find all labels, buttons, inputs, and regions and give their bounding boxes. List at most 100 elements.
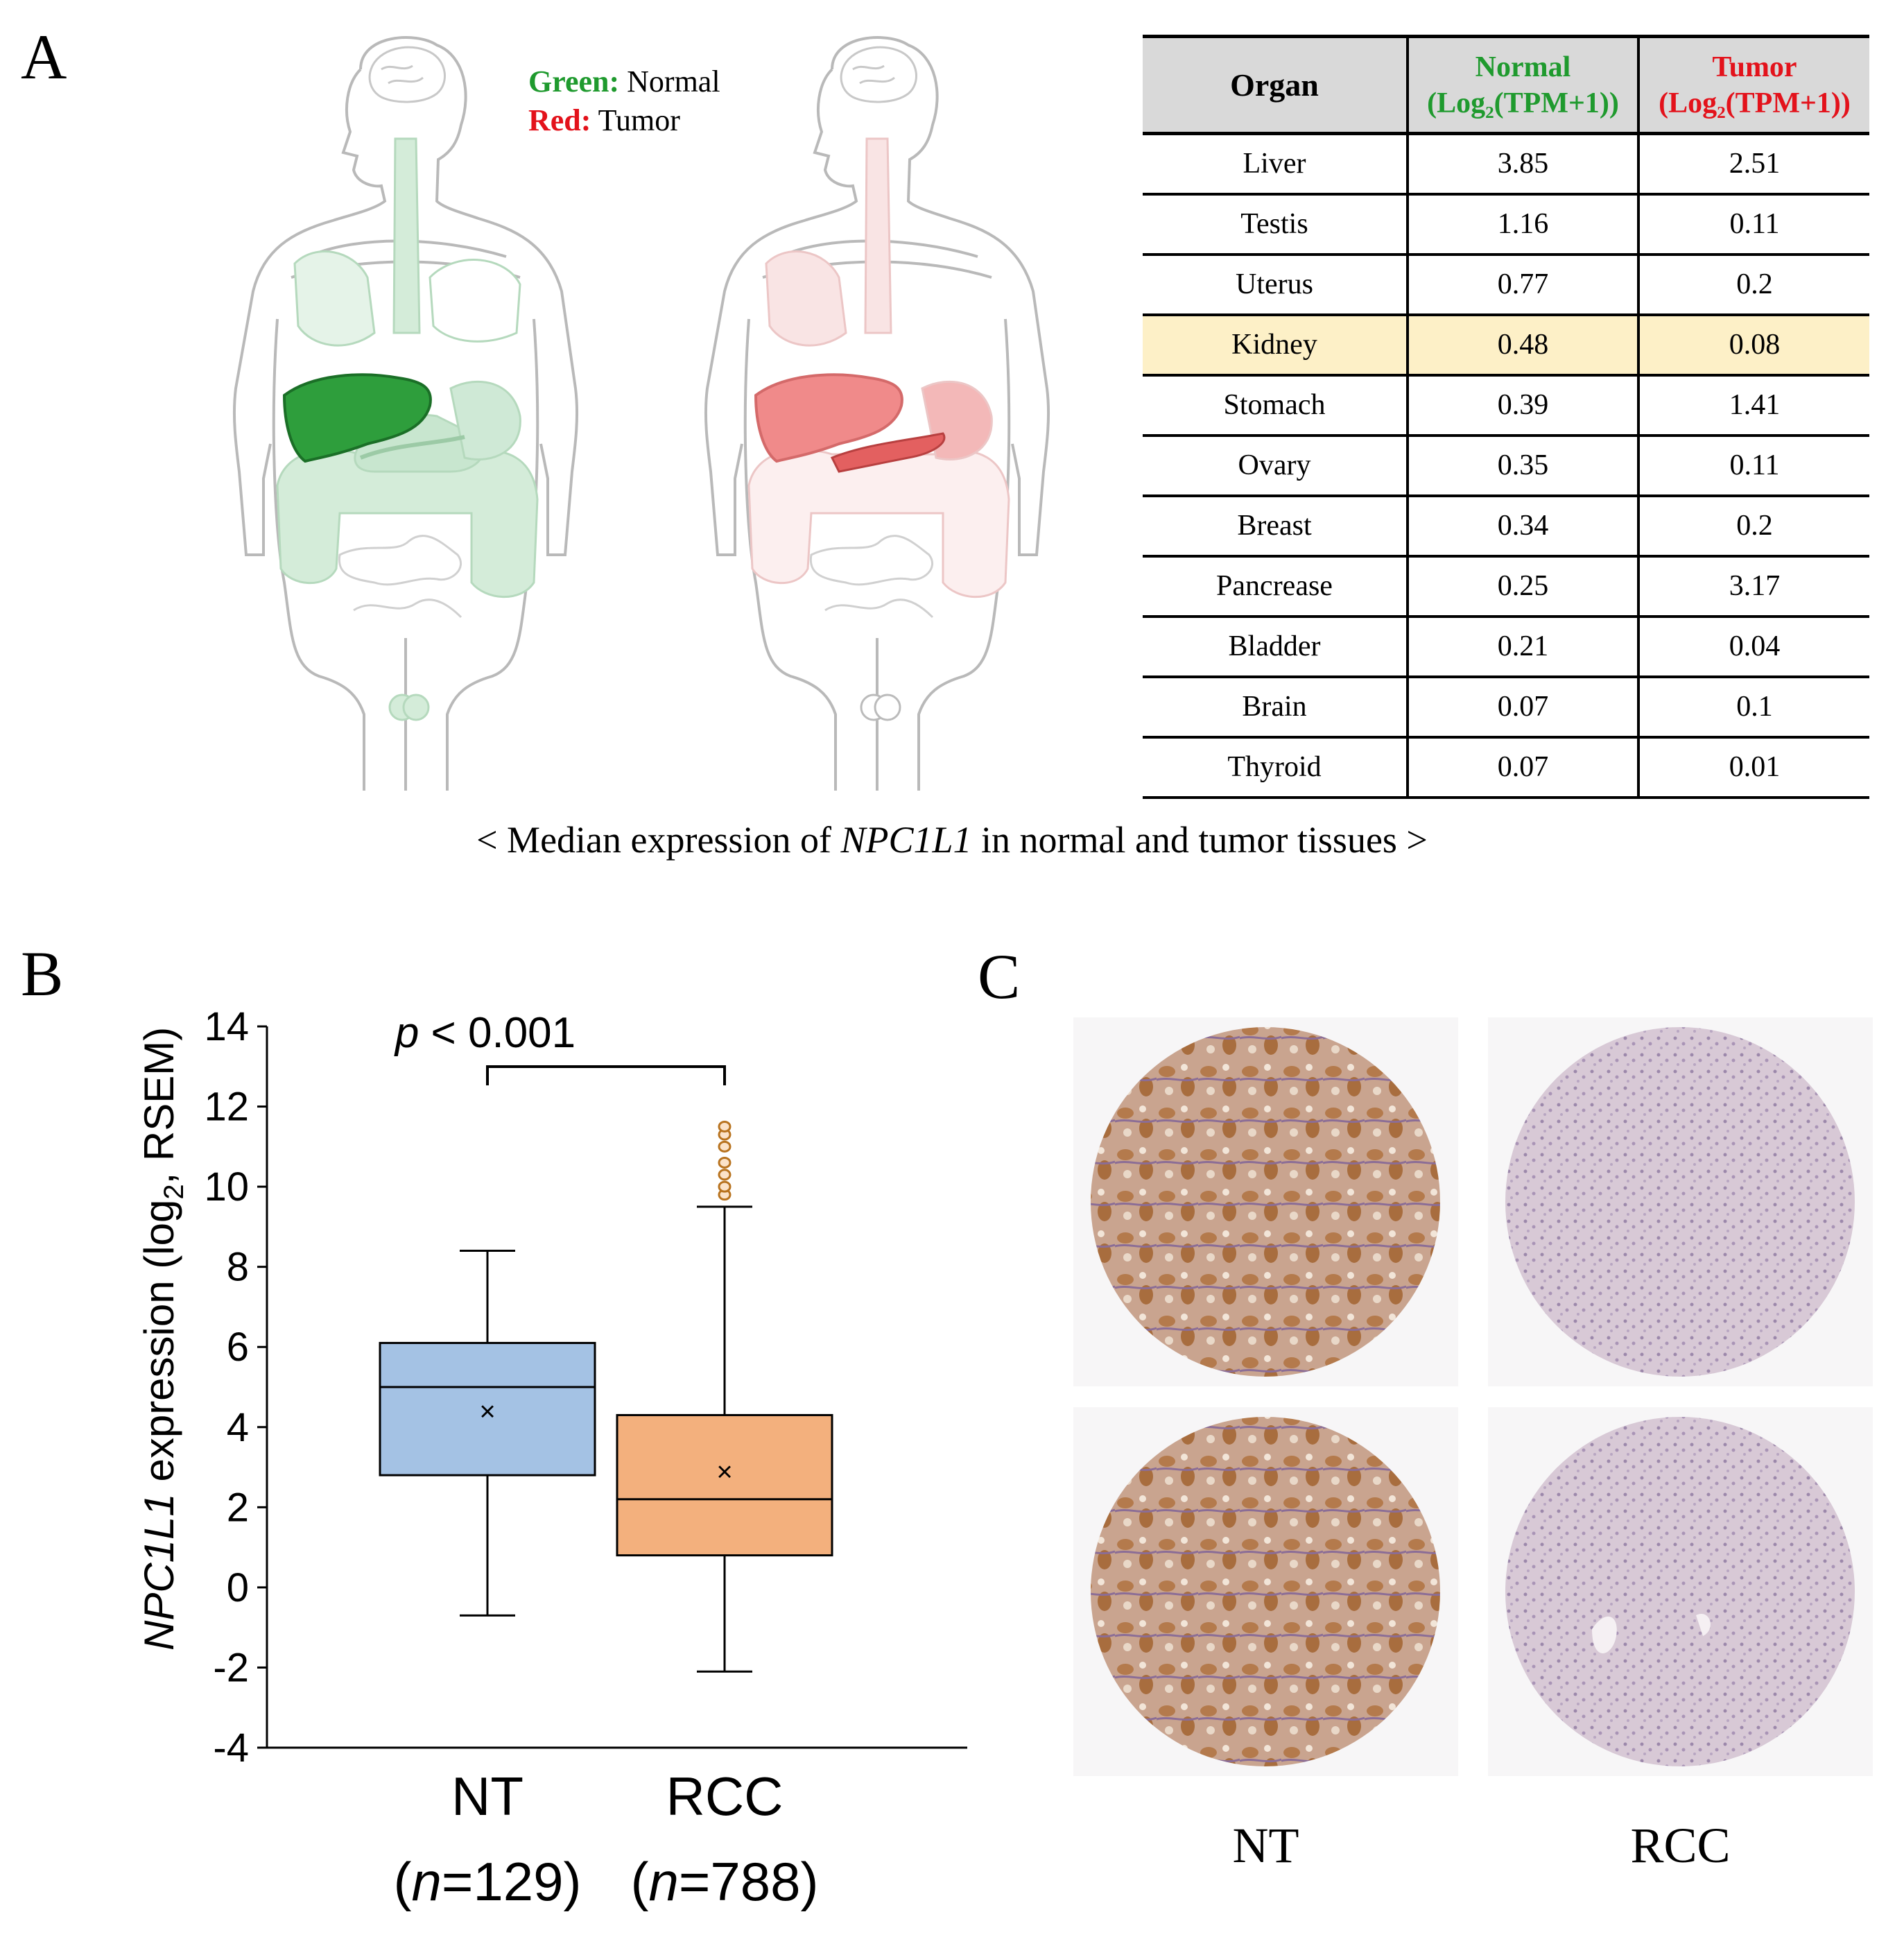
significance-bracket	[486, 1065, 726, 1085]
panel-a-caption: < Median expression of NPC1L1 in normal …	[0, 818, 1904, 861]
rcc-mean-marker: ×	[716, 1456, 732, 1487]
normal-body-illustration	[232, 36, 579, 791]
y-tick-label: 6	[227, 1325, 249, 1370]
nt-mean-marker: ×	[479, 1397, 495, 1427]
cell-tumor: 0.04	[1637, 616, 1869, 678]
cell-normal: 0.35	[1406, 435, 1640, 497]
cell-normal: 0.25	[1406, 556, 1640, 618]
legend-red-text: Tumor	[598, 103, 680, 137]
cell-organ: Kidney	[1143, 314, 1409, 377]
cell-tumor: 1.41	[1637, 375, 1869, 437]
table-row: Uterus 0.77 0.2	[1143, 254, 1869, 316]
category-label-rcc: RCC	[666, 1766, 784, 1827]
legend-green-text: Normal	[627, 64, 720, 98]
table-header-row: Organ Normal (Log₂(TPM+1)) Tumor (Log₂(T…	[1143, 35, 1869, 135]
table-row: Thyroid 0.07 0.01	[1143, 737, 1869, 799]
boxplot-chart: NPC1L1 expression (log2, RSEM) -4-202468…	[136, 1004, 967, 1912]
panel-a-label: A	[21, 21, 67, 92]
legend-normal: Green: Normal	[528, 62, 720, 101]
table-row: Testis 1.16 0.11	[1143, 193, 1869, 256]
cell-tumor: 2.51	[1637, 133, 1869, 196]
y-axis-label: NPC1L1 expression (log2, RSEM)	[136, 1027, 189, 1651]
header-normal-unit: (Log₂(TPM+1))	[1427, 87, 1619, 119]
rcc-outlier	[718, 1180, 732, 1193]
rcc-box	[616, 1413, 833, 1557]
cell-normal: 0.07	[1406, 737, 1640, 799]
y-tick-label: -4	[213, 1725, 249, 1771]
legend-green-label: Green:	[528, 64, 620, 98]
cell-tumor: 0.01	[1637, 737, 1869, 799]
y-axis-label-sub: 2	[159, 1184, 189, 1199]
cell-tumor: 0.2	[1637, 254, 1869, 316]
ihc-rcc-bottom	[1488, 1407, 1873, 1776]
cell-organ: Thyroid	[1143, 737, 1409, 799]
rcc-outlier	[718, 1156, 732, 1169]
sample-size-rcc: (n=788)	[630, 1851, 818, 1912]
cell-normal: 3.85	[1406, 133, 1640, 196]
expression-table: Organ Normal (Log₂(TPM+1)) Tumor (Log₂(T…	[1143, 35, 1869, 799]
significance-value: < 0.001	[419, 1009, 575, 1057]
cell-normal: 0.48	[1406, 314, 1640, 377]
significance-p: p	[394, 1009, 419, 1057]
cell-tumor: 0.11	[1637, 193, 1869, 256]
y-axis-label-text: expression (log	[136, 1200, 182, 1494]
cell-organ: Testis	[1143, 193, 1409, 256]
y-tick-label: 12	[204, 1085, 249, 1130]
ihc-nt-bottom-core	[1091, 1417, 1440, 1766]
header-normal: Normal (Log₂(TPM+1))	[1406, 35, 1640, 135]
header-tumor-unit: (Log₂(TPM+1))	[1659, 87, 1851, 119]
cell-normal: 0.39	[1406, 375, 1640, 437]
table-row: Bladder 0.21 0.04	[1143, 616, 1869, 678]
panel-b-label: B	[21, 938, 64, 1009]
ihc-rcc-bottom-core	[1505, 1417, 1855, 1766]
rcc-outlier	[718, 1120, 732, 1133]
rcc-outlier	[718, 1169, 732, 1181]
cell-tumor: 0.1	[1637, 676, 1869, 739]
cell-organ: Liver	[1143, 133, 1409, 196]
y-axis-label-end: , RSEM)	[136, 1027, 182, 1185]
y-tick-label: 0	[227, 1565, 249, 1610]
header-tumor: Tumor (Log₂(TPM+1))	[1637, 35, 1869, 135]
y-tick-label: 2	[227, 1485, 249, 1530]
y-tick-label: 8	[227, 1245, 249, 1290]
ihc-rcc-top	[1488, 1017, 1873, 1386]
cell-tumor: 0.2	[1637, 495, 1869, 558]
ihc-nt-top	[1073, 1017, 1458, 1386]
rcc-outlier	[718, 1140, 732, 1153]
ihc-nt-top-core	[1091, 1027, 1440, 1377]
table-row: Pancrease 0.25 3.17	[1143, 556, 1869, 618]
ihc-label-nt: NT	[1232, 1818, 1299, 1873]
y-tick-label: 4	[227, 1405, 249, 1450]
cell-normal: 0.21	[1406, 616, 1640, 678]
header-tumor-title: Tumor	[1712, 51, 1797, 83]
table-row: Liver 3.85 2.51	[1143, 133, 1869, 196]
cell-organ: Uterus	[1143, 254, 1409, 316]
cell-normal: 0.77	[1406, 254, 1640, 316]
ihc-nt-bottom	[1073, 1407, 1458, 1776]
cell-tumor: 3.17	[1637, 556, 1869, 618]
cell-organ: Breast	[1143, 495, 1409, 558]
sample-size-nt: (n=129)	[393, 1851, 581, 1912]
table-row: Stomach 0.39 1.41	[1143, 375, 1869, 437]
y-axis-label-gene: NPC1L1	[136, 1493, 182, 1651]
cell-tumor: 0.08	[1637, 314, 1869, 377]
y-tick-label: -2	[213, 1645, 249, 1690]
caption-gene: NPC1L1	[840, 819, 972, 861]
cell-tumor: 0.11	[1637, 435, 1869, 497]
y-tick-label: 10	[204, 1164, 249, 1209]
cell-organ: Stomach	[1143, 375, 1409, 437]
nt-box	[379, 1341, 596, 1477]
cell-normal: 0.07	[1406, 676, 1640, 739]
legend-tumor: Red: Tumor	[528, 101, 720, 140]
significance-label: p < 0.001	[394, 1009, 575, 1057]
panel-c-label: C	[978, 941, 1021, 1012]
table-row: Kidney 0.48 0.08	[1143, 314, 1869, 377]
cell-normal: 0.34	[1406, 495, 1640, 558]
cell-organ: Ovary	[1143, 435, 1409, 497]
ihc-label-rcc: RCC	[1630, 1818, 1731, 1873]
header-normal-title: Normal	[1475, 51, 1571, 83]
category-label-nt: NT	[451, 1766, 523, 1827]
table-row: Brain 0.07 0.1	[1143, 676, 1869, 739]
legend-red-label: Red:	[528, 103, 591, 137]
header-organ: Organ	[1143, 35, 1409, 135]
